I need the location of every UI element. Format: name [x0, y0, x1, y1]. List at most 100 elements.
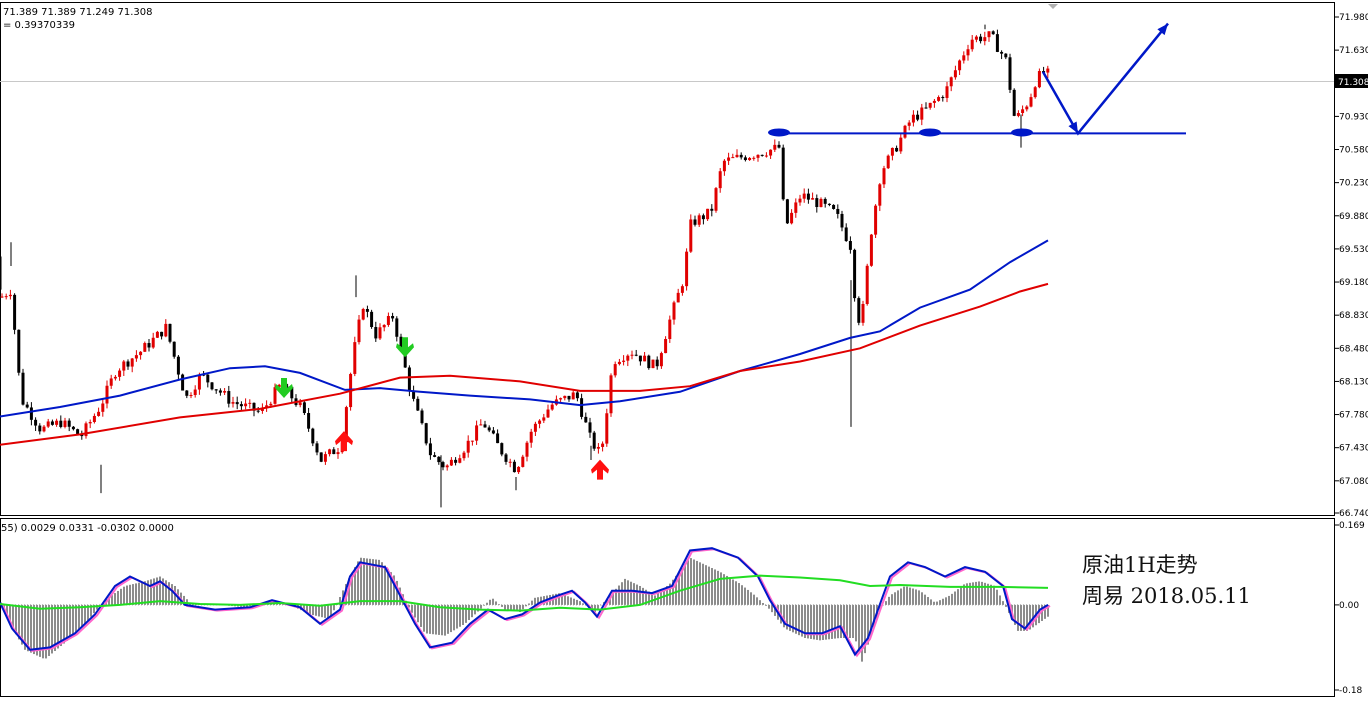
candle-body	[454, 459, 458, 463]
candle-body	[344, 407, 348, 443]
candle-body	[895, 147, 899, 152]
candle-body	[92, 415, 96, 423]
price-tick-label: 70.580	[1339, 146, 1368, 156]
candle-body	[802, 193, 806, 199]
candle-body	[693, 219, 697, 225]
candle-body	[668, 319, 672, 340]
candle-body	[580, 398, 584, 417]
macd-pane	[0, 547, 1051, 662]
candle-body	[185, 390, 189, 396]
price-tick-label: 70.230	[1339, 179, 1368, 189]
macd-tick-label: 0.00	[1339, 601, 1359, 611]
candle-body	[533, 423, 537, 432]
candle-body	[302, 402, 306, 414]
candle-body	[811, 198, 815, 200]
candle-body	[714, 188, 718, 211]
candle-body	[1021, 109, 1025, 114]
candle-body	[147, 343, 151, 348]
candle-body	[937, 97, 941, 101]
candle-body	[664, 339, 668, 354]
candle-body	[223, 391, 227, 393]
candle-body	[958, 60, 962, 71]
candle-body	[861, 303, 865, 323]
candle-body	[101, 403, 105, 412]
candle-body	[731, 157, 735, 159]
projection-arrowhead	[1068, 121, 1078, 134]
candle-body	[160, 331, 164, 337]
candle-body	[790, 212, 794, 224]
candle-body	[449, 459, 453, 466]
support-touch-marker	[919, 128, 941, 137]
price-tick-label: 68.480	[1339, 344, 1368, 354]
candle-body	[151, 337, 155, 348]
candle-body	[617, 361, 621, 365]
candle-body	[911, 114, 915, 123]
candle-body	[487, 427, 491, 431]
candle-body	[924, 107, 928, 109]
candle-body	[563, 395, 567, 399]
candle-body	[827, 203, 831, 205]
macd-axis: 0.169 0.00 -0.18	[1335, 521, 1365, 696]
candle-body	[29, 407, 33, 420]
candle-body	[718, 171, 722, 189]
candle-body	[739, 154, 743, 158]
candle-body	[59, 420, 63, 427]
candle-body	[907, 122, 911, 126]
projection-arrowhead	[1157, 23, 1168, 36]
candle-body	[928, 102, 932, 108]
candle-body	[647, 355, 651, 369]
candle-body	[235, 402, 239, 405]
candle-body	[869, 234, 873, 266]
candle-body	[403, 347, 407, 368]
ma-line	[0, 282, 1049, 446]
candle-body	[874, 205, 878, 235]
candle-body	[227, 391, 231, 404]
price-tick-label: 68.130	[1339, 377, 1368, 387]
candle-body	[878, 184, 882, 206]
candle-body	[710, 208, 714, 211]
candle-body	[97, 411, 101, 416]
macd-tick-label: 0.169	[1339, 521, 1365, 531]
candle-body	[164, 323, 168, 337]
projection-path	[1041, 22, 1169, 136]
candle-body	[1037, 71, 1041, 88]
price-tick-label: 70.930	[1339, 112, 1368, 122]
signal-arrows-layer	[275, 337, 609, 480]
candle-body	[596, 446, 600, 449]
candle-body	[605, 413, 609, 444]
candle-body	[466, 440, 470, 453]
candle-body	[290, 386, 294, 399]
candle-body	[273, 387, 277, 404]
candle-body	[1004, 53, 1008, 58]
candle-body	[155, 331, 159, 338]
candle-body	[416, 398, 420, 411]
candle-body	[336, 452, 340, 455]
candle-body	[361, 308, 365, 320]
candle-body	[626, 355, 630, 361]
candle-body	[685, 251, 689, 287]
candle-body	[50, 421, 54, 425]
candle-body	[353, 342, 357, 374]
candle-body	[496, 433, 500, 444]
candle-body	[491, 430, 495, 434]
candle-body	[575, 392, 579, 399]
candle-body	[25, 404, 29, 408]
candle-body	[781, 147, 785, 200]
candle-body	[143, 343, 147, 352]
candle-body	[399, 336, 403, 348]
price-tick-label: 71.630	[1339, 46, 1368, 56]
up-signal-arrow	[335, 431, 353, 452]
candle-body	[546, 409, 550, 418]
trend-markup-layer	[768, 22, 1186, 137]
annotation-author-date: 周易 2018.05.11	[1082, 584, 1251, 608]
candle-body	[945, 86, 949, 98]
price-tick-label: 69.530	[1339, 245, 1368, 255]
candle-body	[252, 402, 256, 411]
candle-body	[882, 168, 886, 185]
candle-body	[970, 39, 974, 50]
support-touch-marker	[768, 128, 790, 137]
chart-shift-marker[interactable]	[1048, 4, 1058, 9]
candle-body	[1008, 57, 1012, 90]
